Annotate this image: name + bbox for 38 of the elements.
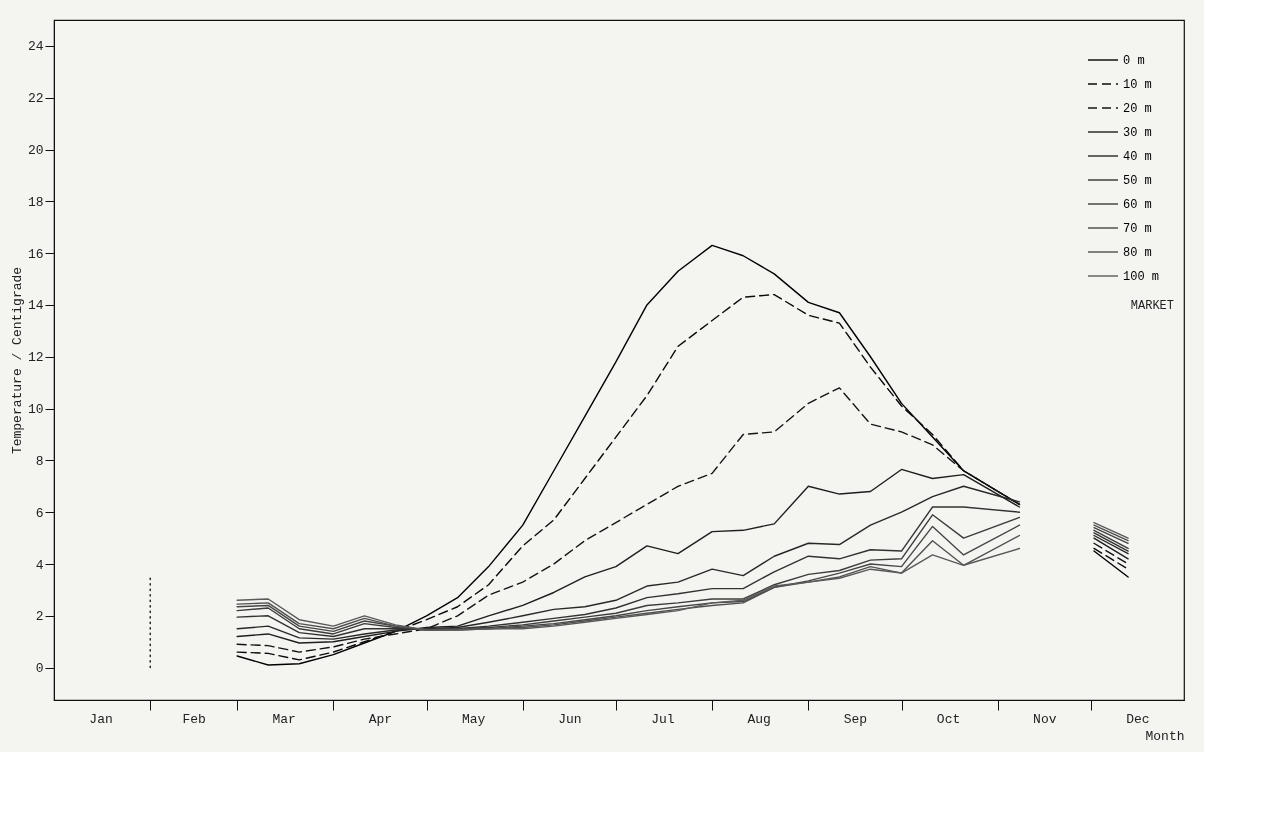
y-tick-label: 24 xyxy=(27,39,44,55)
legend-label: 100 m xyxy=(1123,270,1160,284)
legend-label: 0 m xyxy=(1123,54,1145,68)
legend-label: 80 m xyxy=(1123,246,1152,260)
legend-label: 60 m xyxy=(1123,198,1152,212)
y-tick-label: 10 xyxy=(27,402,44,418)
x-tick-label: Jan xyxy=(89,711,113,727)
x-tick-label: Feb xyxy=(182,711,206,727)
y-tick-label: 20 xyxy=(27,143,44,159)
y-tick-label: 0 xyxy=(35,661,44,677)
x-tick-label: Oct xyxy=(936,711,961,727)
legend-label: 10 m xyxy=(1123,78,1152,92)
x-tick-label: Sep xyxy=(843,711,868,727)
legend-label: 30 m xyxy=(1123,126,1152,140)
y-tick-label: 14 xyxy=(27,298,44,314)
y-tick-label: 12 xyxy=(27,350,44,366)
y-tick-label: 18 xyxy=(27,194,44,210)
annotation: MARKET xyxy=(1130,299,1174,313)
legend-label: 40 m xyxy=(1123,150,1152,164)
x-tick-label: Dec xyxy=(1126,711,1150,727)
x-tick-label: Jul xyxy=(651,711,675,727)
x-tick-label: Jun xyxy=(558,711,582,727)
x-axis-title: Month xyxy=(1145,728,1185,744)
y-tick-label: 2 xyxy=(35,609,44,625)
y-tick-label: 22 xyxy=(27,91,44,107)
y-tick-label: 16 xyxy=(27,246,44,262)
legend-label: 70 m xyxy=(1123,222,1152,236)
x-tick-label: Apr xyxy=(368,711,393,727)
x-tick-label: May xyxy=(461,711,486,727)
legend-label: 20 m xyxy=(1123,102,1152,116)
x-tick-label: Aug xyxy=(747,711,771,727)
y-tick-label: 8 xyxy=(35,453,44,469)
x-tick-label: Mar xyxy=(272,711,296,727)
legend-label: 50 m xyxy=(1123,174,1152,188)
y-tick-label: 6 xyxy=(35,505,44,521)
x-tick-label: Nov xyxy=(1033,711,1057,727)
y-tick-label: 4 xyxy=(35,557,44,573)
y-axis-title: Temperature / Centigrade xyxy=(9,266,25,455)
